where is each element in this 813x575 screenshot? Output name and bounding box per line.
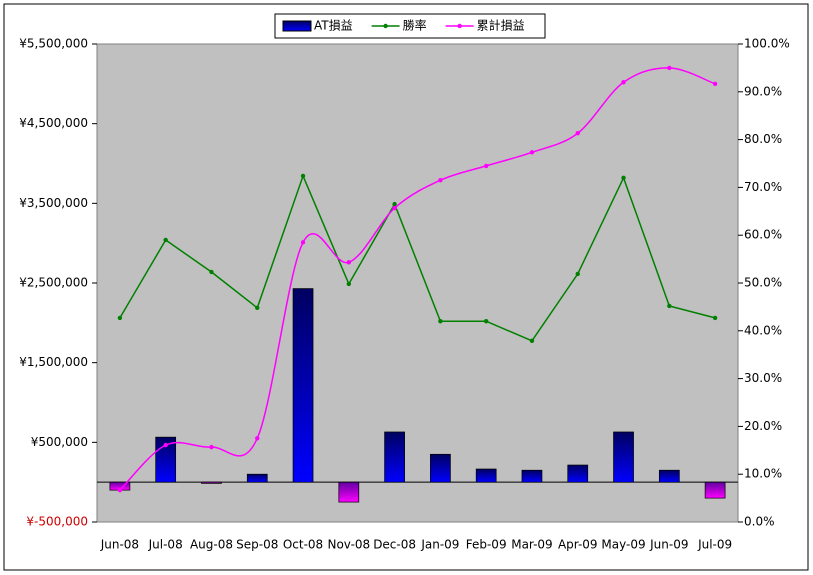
x-tick-label: May-09	[601, 538, 645, 552]
point	[712, 315, 718, 321]
legend-label: 勝率	[403, 18, 427, 33]
point	[575, 131, 580, 136]
legend-swatch	[282, 20, 312, 32]
plot-area	[96, 43, 739, 523]
legend-marker	[383, 23, 388, 29]
bar	[613, 431, 634, 483]
bar	[430, 453, 451, 483]
y2-tick-label: 60.0%	[744, 228, 782, 242]
bar	[292, 288, 314, 483]
y-tick-label: ¥-500,000	[26, 515, 88, 529]
point	[300, 173, 306, 179]
point	[483, 163, 489, 169]
x-tick-label: Sep-08	[236, 538, 278, 552]
x-tick-label: Oct-08	[283, 538, 323, 552]
y2-tick-label: 90.0%	[744, 84, 782, 98]
point	[255, 305, 260, 311]
legend-label: 累計損益	[477, 18, 525, 33]
point	[712, 81, 718, 87]
y2-tick-label: 20.0%	[744, 419, 782, 433]
point	[529, 338, 535, 344]
y2-tick-label: 40.0%	[744, 323, 782, 337]
legend-label: AT損益	[314, 18, 353, 33]
line	[119, 67, 716, 491]
point	[438, 319, 443, 324]
y2-tick-label: 100.0%	[744, 37, 790, 51]
bar	[475, 468, 497, 483]
bar	[521, 469, 543, 483]
point	[117, 487, 123, 493]
x-tick-label: Feb-09	[466, 538, 507, 552]
bar	[567, 464, 589, 483]
bar	[384, 431, 405, 483]
point	[575, 271, 580, 277]
point	[392, 201, 397, 207]
y2-tick-label: 70.0%	[744, 180, 782, 194]
x-tick-label: Jun-08	[100, 538, 139, 552]
bar	[201, 481, 222, 484]
y2-tick-label: 30.0%	[744, 371, 782, 385]
x-tick-label: Apr-09	[558, 538, 598, 552]
x-tick-label: Nov-08	[327, 538, 370, 552]
y-tick-label: ¥1,500,000	[19, 355, 88, 369]
x-tick-label: Jul-08	[148, 538, 183, 552]
point	[346, 260, 352, 265]
bar	[338, 481, 360, 503]
y-tick-label: ¥5,500,000	[19, 37, 88, 51]
point	[529, 150, 535, 155]
x-tick-label: Jul-09	[697, 538, 732, 552]
x-tick-label: Jan-09	[420, 538, 459, 552]
legend-box	[274, 13, 546, 39]
point	[438, 178, 443, 183]
point	[667, 65, 672, 71]
bar	[658, 469, 680, 483]
point	[392, 205, 397, 211]
y2-tick-label: 10.0%	[744, 467, 782, 481]
y2-tick-label: 80.0%	[744, 132, 782, 146]
legend: AT損益 勝率 累計損益	[274, 13, 546, 39]
y-tick-label: ¥500,000	[31, 435, 88, 449]
x-tick-label: Jun-09	[649, 538, 688, 552]
point	[117, 315, 123, 321]
point	[667, 303, 672, 309]
line	[119, 173, 716, 342]
point	[209, 444, 214, 450]
y2-tick-label: 50.0%	[744, 276, 782, 290]
x-tick-label: Mar-09	[511, 538, 552, 552]
point	[621, 80, 626, 85]
point	[300, 240, 306, 245]
point	[621, 175, 626, 181]
bar	[246, 473, 268, 483]
point	[483, 319, 489, 324]
x-tick-label: Aug-08	[190, 538, 233, 552]
bar	[704, 481, 726, 499]
point	[346, 281, 352, 287]
point	[163, 442, 168, 448]
x-tick-label: Dec-08	[373, 538, 416, 552]
y-tick-label: ¥3,500,000	[19, 196, 88, 210]
point	[163, 237, 168, 243]
point	[255, 436, 260, 441]
legend-marker	[457, 23, 462, 29]
y-tick-label: ¥4,500,000	[19, 116, 88, 130]
y-tick-label: ¥2,500,000	[19, 276, 88, 290]
point	[209, 269, 214, 275]
y2-tick-label: 0.0%	[744, 515, 775, 529]
